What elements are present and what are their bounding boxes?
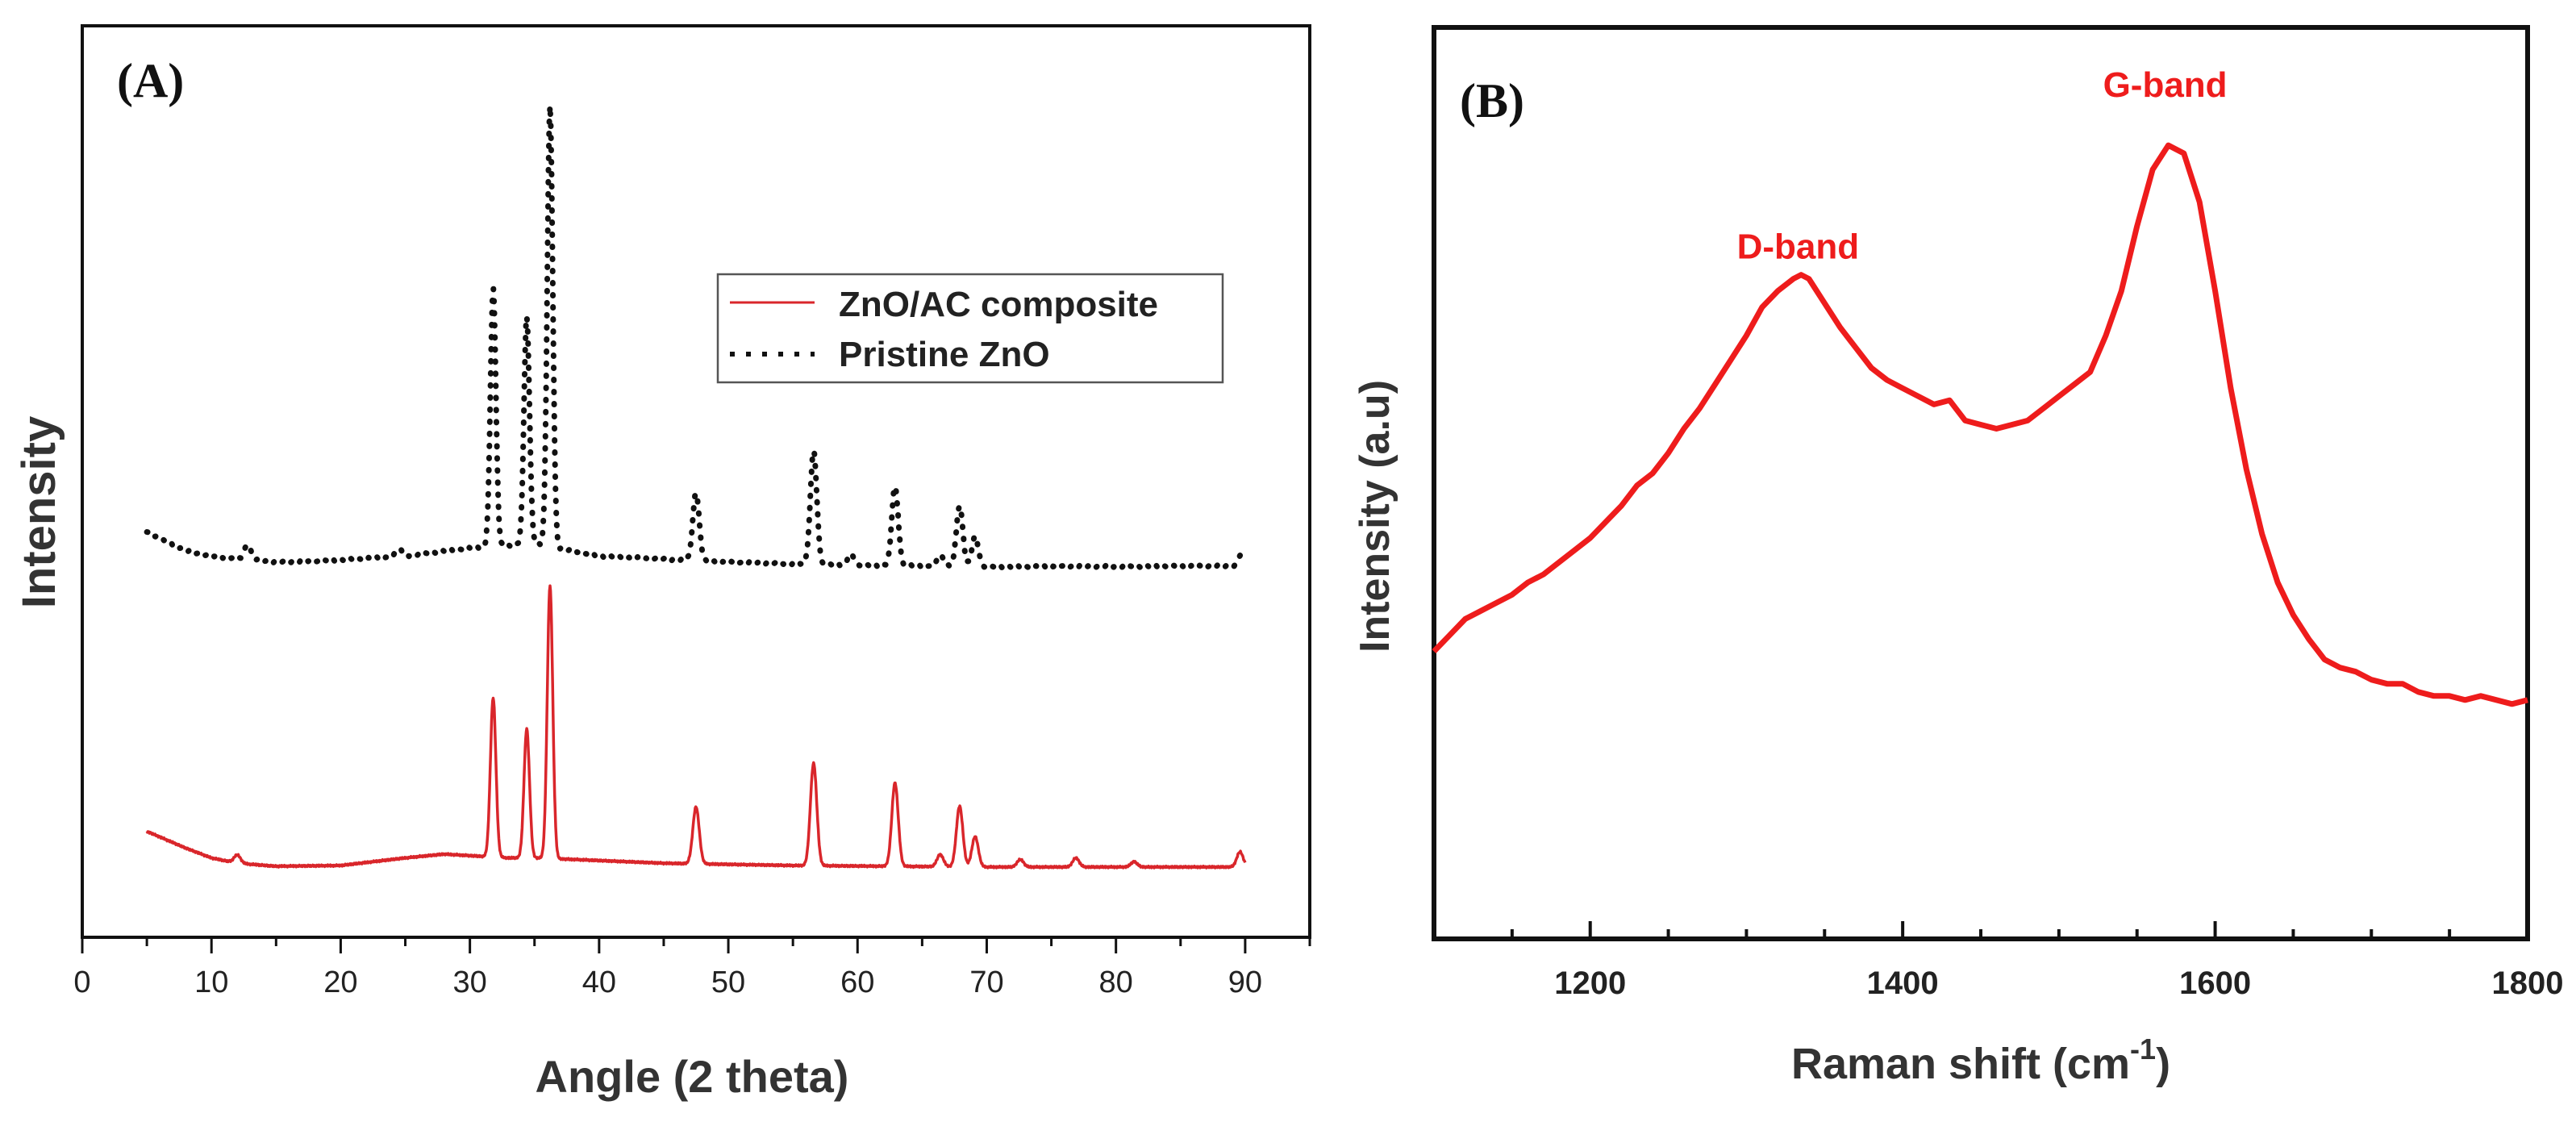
series-line-pristine-zno [144,102,1248,571]
panel-a-x-tick-label: 60 [840,966,874,999]
panel-b-label: (B) [1460,74,1524,127]
series-line-raman [1432,142,2528,707]
panel-a-x-tick-label: 90 [1228,966,1262,999]
panel-a: 0 10 20 30 40 50 60 70 80 90 (A) Angle (2 theta) … [13,24,1311,1102]
panel-b-x-axis-title: Raman shift (cm-1) [1791,1032,2170,1088]
panel-b-annotation: D-band [1737,227,1860,267]
panel-a-y-axis-title: Intensity [13,416,65,609]
panel-b-plot-frame [1432,25,2530,941]
panel-b-axes: 1200 1400 1600 1800 [1432,921,2564,1001]
panel-a-x-tick-label: 20 [323,966,357,999]
panel-b-x-tick-label: 1600 [2179,966,2251,1001]
panel-a-plot-frame [81,24,1311,939]
panel-b-y-axis-title: Intensity (a.u) [1352,380,1398,653]
panel-b-series [1432,142,2528,707]
panel-a-series [144,102,1248,870]
panel-a-x-tick-label: 40 [582,966,616,999]
panel-a-x-tick-label: 0 [73,966,90,999]
panel-b-x-tick-label: 1200 [1554,966,1626,1001]
panel-b-annotation: G-band [2103,65,2228,105]
panel-a-axes: 0 10 20 30 40 50 60 70 80 90 [73,937,1311,999]
series-line-zno-ac-composite [145,584,1247,870]
panel-a-legend-label-pristine: Pristine ZnO [839,335,1050,374]
panel-a-legend-box [716,273,1224,384]
panel-b-annotations: D-band G-band [1737,65,2228,267]
panel-b-x-axis-title-close: ) [2156,1040,2170,1088]
panel-a-x-tick-label: 10 [194,966,228,999]
panel-a-x-tick-label: 80 [1099,966,1133,999]
panel-a-x-tick-label: 50 [711,966,745,999]
panel-b: 1200 1400 1600 1800 D-band G-band (B) Raman … [1352,25,2564,1088]
panel-a-x-tick-label: 70 [969,966,1003,999]
panel-a-label: (A) [117,54,184,107]
panel-b-x-tick-label: 1400 [1867,966,1939,1001]
panel-a-legend: ZnO/AC composite Pristine ZnO [716,273,1224,384]
panel-a-x-tick-label: 30 [452,966,486,999]
panel-a-x-axis-title: Angle (2 theta) [536,1051,849,1102]
panel-b-x-axis-title-sup: -1 [2130,1032,2156,1066]
panel-b-x-tick-label: 1800 [2492,966,2564,1001]
panel-b-x-axis-title-main: Raman shift (cm [1791,1040,2130,1088]
panel-a-legend-label-composite: ZnO/AC composite [839,285,1158,324]
